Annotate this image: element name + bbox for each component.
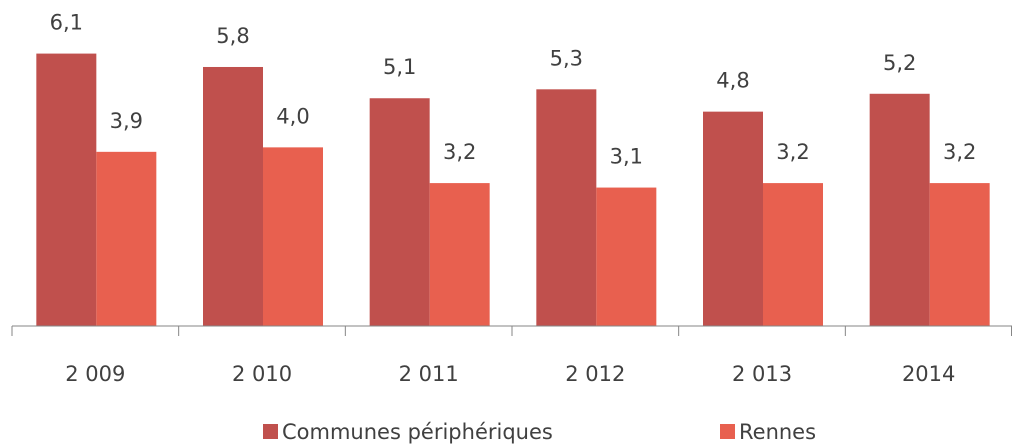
x-tick-label: 2 010 bbox=[232, 362, 292, 386]
data-label: 3,2 bbox=[943, 140, 976, 164]
bar bbox=[536, 89, 597, 327]
bar bbox=[263, 147, 323, 326]
bar bbox=[96, 151, 157, 326]
data-label: 5,3 bbox=[550, 46, 583, 70]
data-label: 6,1 bbox=[50, 11, 83, 35]
data-label: 5,1 bbox=[383, 55, 416, 79]
data-label: 3,1 bbox=[610, 145, 643, 169]
bar bbox=[429, 183, 490, 326]
data-label: 4,8 bbox=[716, 69, 749, 93]
bar bbox=[869, 93, 930, 326]
bar bbox=[763, 183, 823, 326]
legend-swatch bbox=[720, 424, 735, 439]
data-label: 5,8 bbox=[216, 24, 249, 48]
x-tick-label: 2014 bbox=[902, 362, 955, 386]
bar bbox=[596, 187, 657, 326]
data-label: 3,2 bbox=[776, 140, 809, 164]
legend-swatch bbox=[263, 424, 278, 439]
bar bbox=[36, 53, 97, 326]
legend-label: Rennes bbox=[739, 420, 816, 444]
data-label: 3,2 bbox=[443, 140, 476, 164]
legend-label: Communes périphériques bbox=[282, 420, 553, 444]
x-tick-label: 2 011 bbox=[399, 362, 459, 386]
bar bbox=[929, 183, 990, 326]
data-label: 3,9 bbox=[110, 109, 143, 133]
data-label: 5,2 bbox=[883, 51, 916, 75]
bar bbox=[703, 111, 763, 327]
bar bbox=[203, 66, 263, 326]
bar bbox=[369, 98, 430, 326]
data-label: 4,0 bbox=[276, 104, 309, 128]
x-tick-label: 2 012 bbox=[565, 362, 625, 386]
x-tick-label: 2 009 bbox=[65, 362, 125, 386]
x-tick-label: 2 013 bbox=[732, 362, 792, 386]
